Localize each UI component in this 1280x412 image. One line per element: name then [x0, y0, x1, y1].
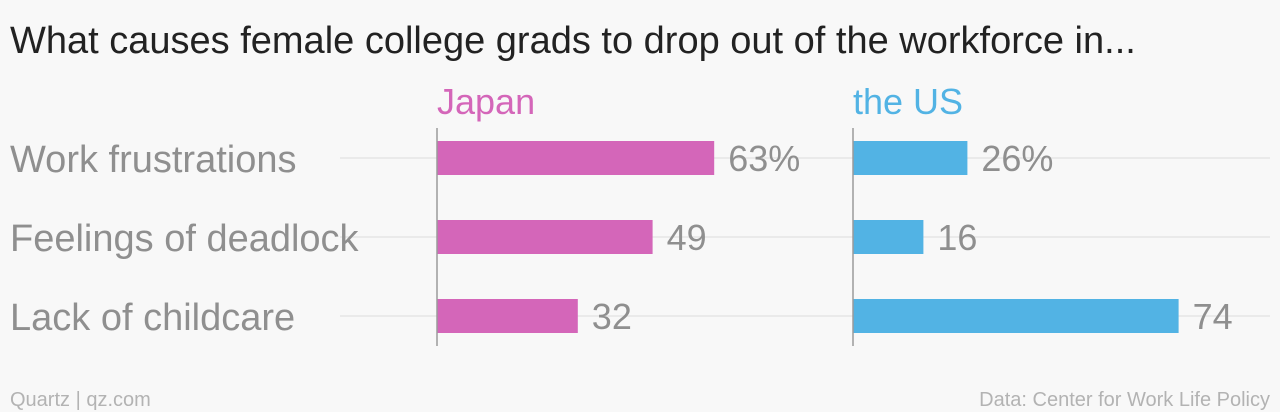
bar-the-us-lack-of-childcare — [853, 299, 1179, 333]
category-label-work-frustrations: Work frustrations — [10, 139, 296, 181]
plot-area: Work frustrations Feelings of deadlock Lac… — [10, 81, 1270, 346]
value-label-the-us-lack-of-childcare: 74 — [1193, 296, 1233, 337]
source-credit: Quartz | qz.com — [10, 389, 151, 411]
bar-japan-feelings-of-deadlock — [437, 220, 653, 254]
value-label-the-us-work-frustrations: 26% — [981, 138, 1053, 179]
category-label-lack-of-childcare: Lack of childcare — [10, 297, 295, 339]
bar-japan-work-frustrations — [437, 141, 715, 175]
bar-the-us-feelings-of-deadlock — [853, 220, 924, 254]
bar-japan-lack-of-childcare — [437, 299, 578, 333]
data-source: Data: Center for Work Life Policy — [979, 389, 1270, 411]
category-label-feelings-of-deadlock: Feelings of deadlock — [10, 218, 360, 260]
value-label-the-us-feelings-of-deadlock: 16 — [937, 217, 977, 258]
panel-title-the-us: the US — [853, 81, 963, 122]
value-label-japan-work-frustrations: 63% — [728, 138, 800, 179]
value-label-japan-feelings-of-deadlock: 49 — [667, 217, 707, 258]
bar-the-us-work-frustrations — [853, 141, 968, 175]
panel-title-japan: Japan — [437, 81, 535, 122]
value-label-japan-lack-of-childcare: 32 — [592, 296, 632, 337]
chart-title: What causes female college grads to drop… — [10, 20, 1136, 62]
